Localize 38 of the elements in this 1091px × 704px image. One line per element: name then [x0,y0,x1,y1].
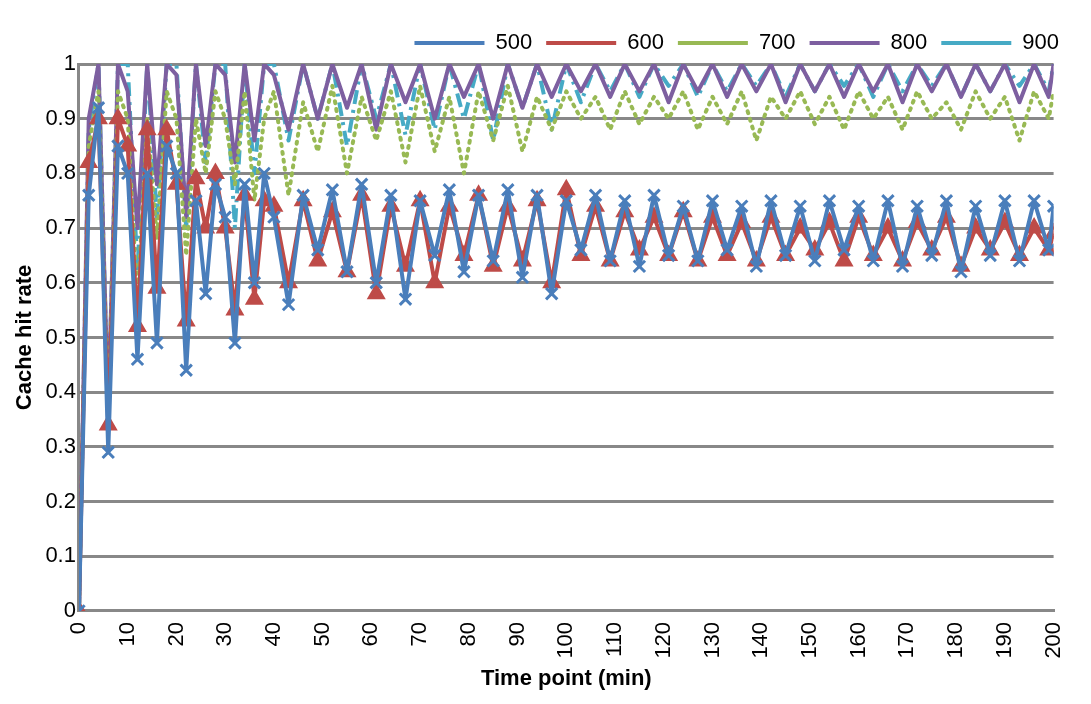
y-tick-label: 0.4 [45,378,76,404]
x-tick-label: 30 [211,621,237,647]
x-tick-label: 140 [747,621,773,659]
y-axis-title: Cache hit rate [11,264,37,411]
x-tick-label: 200 [1039,621,1065,659]
x-tick-label: 40 [259,621,285,647]
x-tick-label: 130 [698,621,724,659]
x-tick-label: 100 [552,621,578,659]
legend-label: 800 [890,29,928,55]
x-tick-label: 70 [406,621,432,647]
legend-label: 500 [495,29,533,55]
x-tick-label: 50 [308,621,334,647]
x-tick-label: 10 [113,621,139,647]
legend-label: 600 [627,29,664,55]
legend-label: 900 [1022,29,1060,55]
x-tick-label: 80 [454,621,480,647]
x-tick-label: 190 [990,621,1016,659]
y-tick-label: 0.8 [45,159,76,185]
x-axis-title: Time point (min) [480,664,652,690]
x-tick-label: 90 [503,621,529,647]
legend-label: 700 [758,29,796,55]
y-tick-label: 0.9 [45,104,76,130]
y-tick-label: 0 [63,596,76,622]
x-tick-label: 120 [649,621,675,659]
y-tick-label: 0.7 [45,214,76,240]
x-tick-label: 150 [796,621,822,659]
y-tick-label: 1 [63,50,76,76]
x-tick-label: 110 [601,621,627,657]
y-tick-label: 0.2 [45,487,76,513]
y-tick-label: 0.6 [45,268,76,294]
y-tick-label: 0.5 [45,323,76,349]
x-tick-label: 20 [162,621,188,647]
x-tick-label: 160 [844,621,870,659]
x-tick-label: 180 [942,621,968,659]
y-tick-label: 0.1 [45,542,76,568]
x-tick-label: 60 [357,621,383,647]
x-tick-label: 170 [893,621,919,659]
y-tick-label: 0.3 [45,432,76,458]
